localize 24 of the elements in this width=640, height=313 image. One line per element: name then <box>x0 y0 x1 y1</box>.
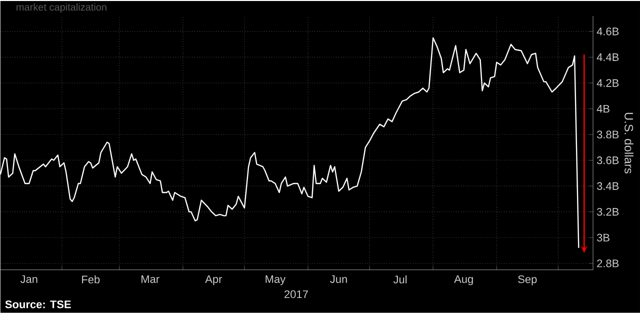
x-tick-label: Apr <box>205 275 222 286</box>
x-tick-label: Jan <box>20 275 38 284</box>
y-tick-label: 2.8B <box>597 260 619 268</box>
y-tick-label: 3.8B <box>596 130 619 139</box>
y-axis-title: U.S. dollars <box>624 112 634 174</box>
y-tick-label: 4.6B <box>596 28 619 36</box>
x-tick-label: Aug <box>454 275 473 286</box>
y-tick-label: 4B <box>596 105 610 113</box>
x-tick-label: Jun <box>330 275 347 284</box>
y-tick-label: 4.4B <box>596 54 619 62</box>
y-tick-label: 3.4B <box>596 182 619 190</box>
x-tick-label: Jul <box>393 275 407 284</box>
line-series <box>0 37 580 249</box>
y-tick-label: 3B <box>596 234 610 242</box>
x-tick-label: Sep <box>518 275 537 286</box>
x-tick-label: Mar <box>142 275 160 284</box>
chart-title: market capitalization <box>16 3 106 13</box>
y-tick-label: 3.2B <box>596 208 619 216</box>
y-tick-label: 3.6B <box>596 156 619 164</box>
x-tick-label: Feb <box>82 275 100 284</box>
x-axis-title: 2017 <box>284 290 308 298</box>
text: Source: TSE <box>5 300 71 308</box>
x-tick-label: May <box>266 275 286 286</box>
y-tick-label: 4.2B <box>596 79 619 87</box>
